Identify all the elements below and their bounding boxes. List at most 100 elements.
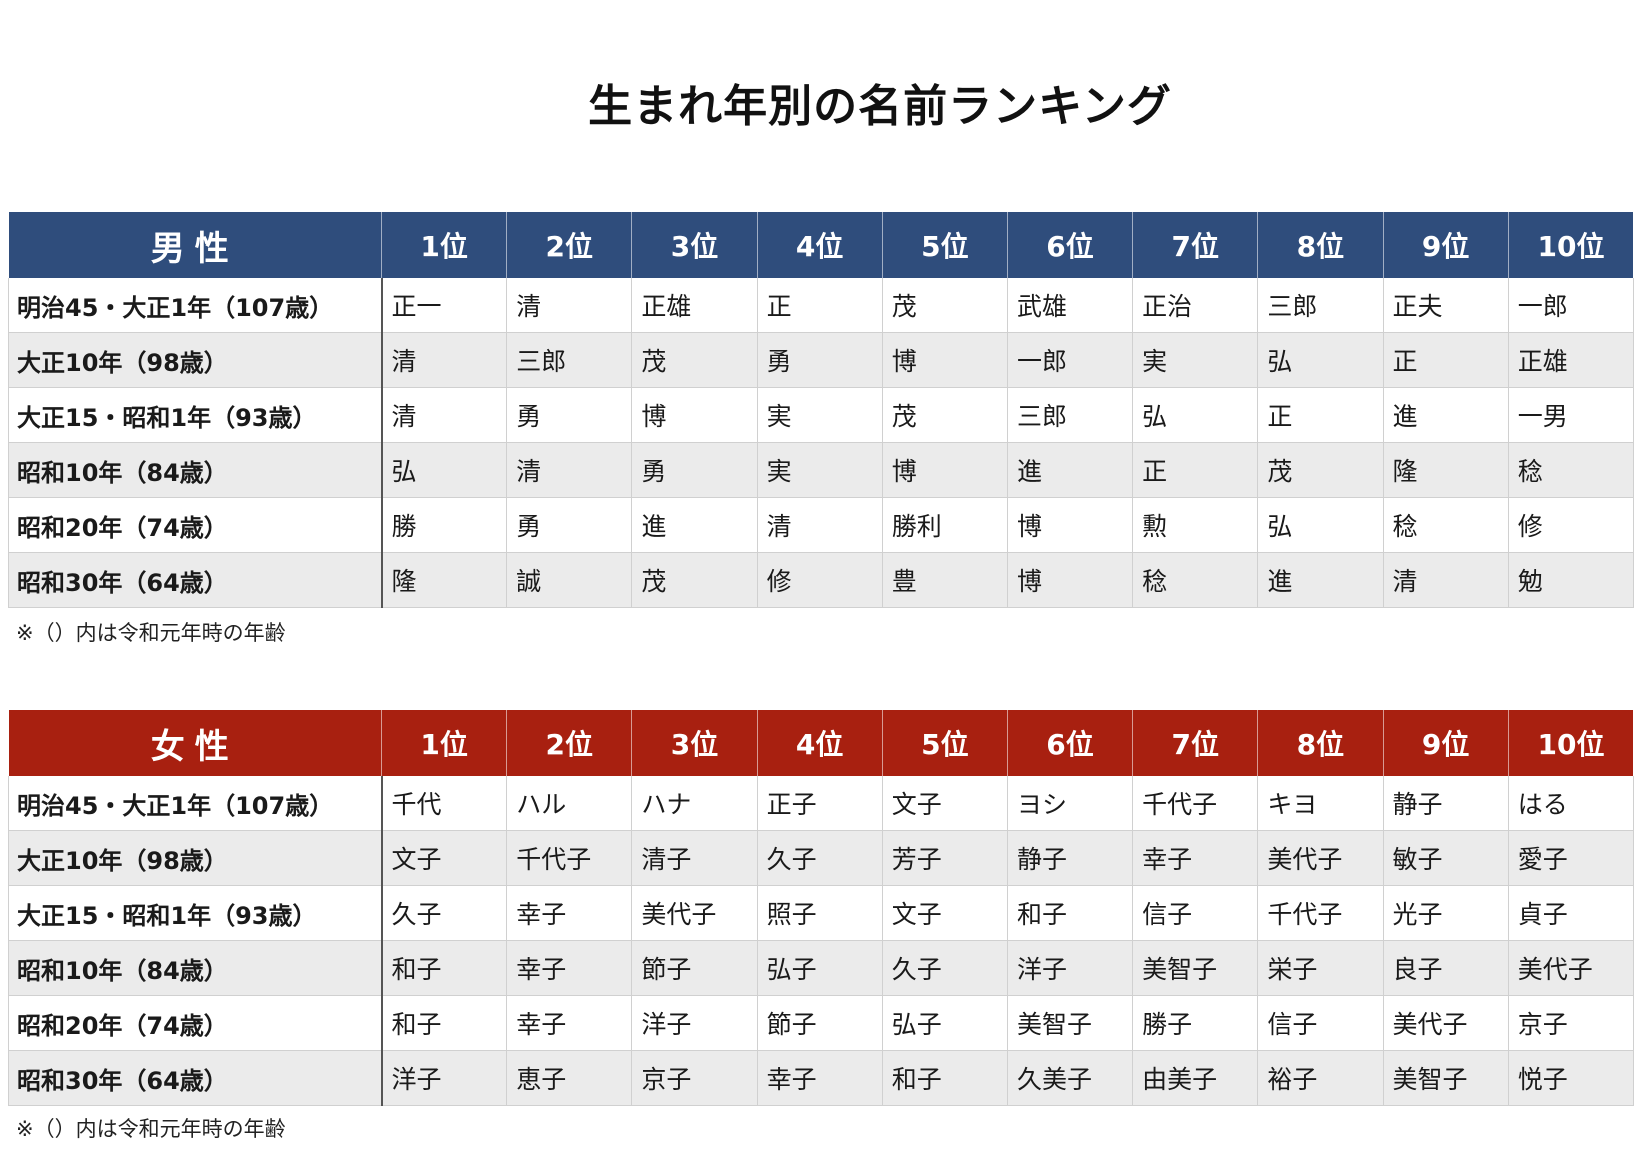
name-cell: 三郎 <box>1006 387 1133 443</box>
male-table-body: 明治45・大正1年（107歳） 正一 清 正雄 正 茂 武雄 正治 三郎 正夫 … <box>8 278 1634 608</box>
name-cell: 茂 <box>631 332 758 388</box>
table-row: 大正15・昭和1年（93歳） 清 勇 博 実 茂 三郎 弘 正 進 一男 <box>8 387 1634 443</box>
name-cell: 和子 <box>380 995 507 1051</box>
table-row: 昭和20年（74歳） 勝 勇 進 清 勝利 博 勲 弘 稔 修 <box>8 497 1634 553</box>
name-cell: 久子 <box>881 940 1008 996</box>
name-cell: 誠 <box>506 552 632 608</box>
name-cell: 文子 <box>380 830 507 886</box>
rank-header-3: 3位 <box>631 212 758 278</box>
table-row: 大正10年（98歳） 清 三郎 茂 勇 博 一郎 実 弘 正 正雄 <box>8 332 1634 388</box>
name-cell: 節子 <box>631 940 758 996</box>
rank-header-8: 8位 <box>1257 212 1383 278</box>
name-cell: 博 <box>881 332 1008 388</box>
year-cell: 昭和20年（74歳） <box>8 995 383 1051</box>
year-cell: 昭和20年（74歳） <box>8 497 383 553</box>
name-cell: 隆 <box>380 552 507 608</box>
name-cell: 千代子 <box>506 830 632 886</box>
name-cell: 茂 <box>1257 442 1383 498</box>
name-cell: 進 <box>631 497 758 553</box>
name-cell: 一郎 <box>1006 332 1133 388</box>
year-cell: 明治45・大正1年（107歳） <box>8 776 383 831</box>
name-cell: 正 <box>1257 387 1383 443</box>
name-cell: 稔 <box>1507 442 1634 498</box>
name-cell: 正一 <box>380 278 507 333</box>
table-row: 昭和10年（84歳） 弘 清 勇 実 博 進 正 茂 隆 稔 <box>8 442 1634 498</box>
rank-header-7: 7位 <box>1132 212 1258 278</box>
male-ranking-table: 男性 1位 2位 3位 4位 5位 6位 7位 8位 9位 10位 明治45・大… <box>8 212 1634 608</box>
name-cell: 正雄 <box>1507 332 1634 388</box>
name-cell: 洋子 <box>1006 940 1133 996</box>
name-cell: 久子 <box>756 830 883 886</box>
name-cell: キヨ <box>1257 776 1383 831</box>
name-cell: ヨシ <box>1006 776 1133 831</box>
name-cell: 良子 <box>1382 940 1509 996</box>
year-cell: 明治45・大正1年（107歳） <box>8 278 383 333</box>
name-cell: 恵子 <box>506 1050 632 1106</box>
name-cell: 清 <box>506 442 632 498</box>
year-cell: 大正15・昭和1年（93歳） <box>8 885 383 941</box>
year-cell: 昭和30年（64歳） <box>8 552 383 608</box>
name-cell: 博 <box>1006 497 1133 553</box>
name-cell: 久子 <box>380 885 507 941</box>
name-cell: 裕子 <box>1257 1050 1383 1106</box>
name-cell: 勲 <box>1132 497 1258 553</box>
name-cell: 信子 <box>1257 995 1383 1051</box>
name-cell: 実 <box>756 387 883 443</box>
name-cell: 清 <box>1382 552 1509 608</box>
rank-header-6: 6位 <box>1006 710 1133 776</box>
rank-header-2: 2位 <box>506 212 632 278</box>
male-table-header: 男性 1位 2位 3位 4位 5位 6位 7位 8位 9位 10位 <box>8 212 1634 278</box>
name-cell: 弘 <box>380 442 507 498</box>
rank-header-1: 1位 <box>380 710 507 776</box>
name-cell: 弘子 <box>756 940 883 996</box>
female-table-body: 明治45・大正1年（107歳） 千代 ハル ハナ 正子 文子 ヨシ 千代子 キヨ… <box>8 776 1634 1106</box>
name-cell: 茂 <box>631 552 758 608</box>
name-cell: 京子 <box>1507 995 1634 1051</box>
name-cell: 幸子 <box>1132 830 1258 886</box>
name-cell: 洋子 <box>380 1050 507 1106</box>
rank-header-5: 5位 <box>881 710 1008 776</box>
name-cell: 和子 <box>380 940 507 996</box>
name-cell: 節子 <box>756 995 883 1051</box>
name-cell: 実 <box>1132 332 1258 388</box>
name-cell: 稔 <box>1132 552 1258 608</box>
name-cell: 悦子 <box>1507 1050 1634 1106</box>
header-row: 男性 1位 2位 3位 4位 5位 6位 7位 8位 9位 10位 <box>8 212 1634 278</box>
name-cell: 弘子 <box>881 995 1008 1051</box>
name-cell: 博 <box>1006 552 1133 608</box>
rank-header-6: 6位 <box>1006 212 1133 278</box>
name-cell: 勇 <box>506 497 632 553</box>
name-cell: 弘 <box>1257 332 1383 388</box>
name-cell: 博 <box>881 442 1008 498</box>
name-cell: 茂 <box>881 387 1008 443</box>
name-cell: 由美子 <box>1132 1050 1258 1106</box>
rank-header-7: 7位 <box>1132 710 1258 776</box>
name-cell: 進 <box>1006 442 1133 498</box>
year-cell: 昭和30年（64歳） <box>8 1050 383 1106</box>
name-cell: 実 <box>756 442 883 498</box>
name-cell: 静子 <box>1382 776 1509 831</box>
name-cell: 正 <box>1382 332 1509 388</box>
page-title: 生まれ年別の名前ランキング <box>588 81 1172 132</box>
name-cell: 修 <box>756 552 883 608</box>
name-cell: 千代子 <box>1132 776 1258 831</box>
name-cell: 進 <box>1257 552 1383 608</box>
name-cell: 清 <box>380 332 507 388</box>
name-cell: 美智子 <box>1006 995 1133 1051</box>
year-cell: 大正10年（98歳） <box>8 830 383 886</box>
name-cell: 博 <box>631 387 758 443</box>
name-cell: 栄子 <box>1257 940 1383 996</box>
name-cell: 勇 <box>756 332 883 388</box>
table-row: 昭和30年（64歳） 隆 誠 茂 修 豊 博 稔 進 清 勉 <box>8 552 1634 608</box>
name-cell: 幸子 <box>756 1050 883 1106</box>
year-cell: 昭和10年（84歳） <box>8 940 383 996</box>
name-cell: 三郎 <box>1257 278 1383 333</box>
name-cell: 美代子 <box>1382 995 1509 1051</box>
year-cell: 昭和10年（84歳） <box>8 442 383 498</box>
year-cell: 大正15・昭和1年（93歳） <box>8 387 383 443</box>
name-cell: 静子 <box>1006 830 1133 886</box>
table-row: 昭和30年（64歳） 洋子 恵子 京子 幸子 和子 久美子 由美子 裕子 美智子… <box>8 1050 1634 1106</box>
name-cell: 久美子 <box>1006 1050 1133 1106</box>
name-cell: 清 <box>380 387 507 443</box>
name-cell: 光子 <box>1382 885 1509 941</box>
